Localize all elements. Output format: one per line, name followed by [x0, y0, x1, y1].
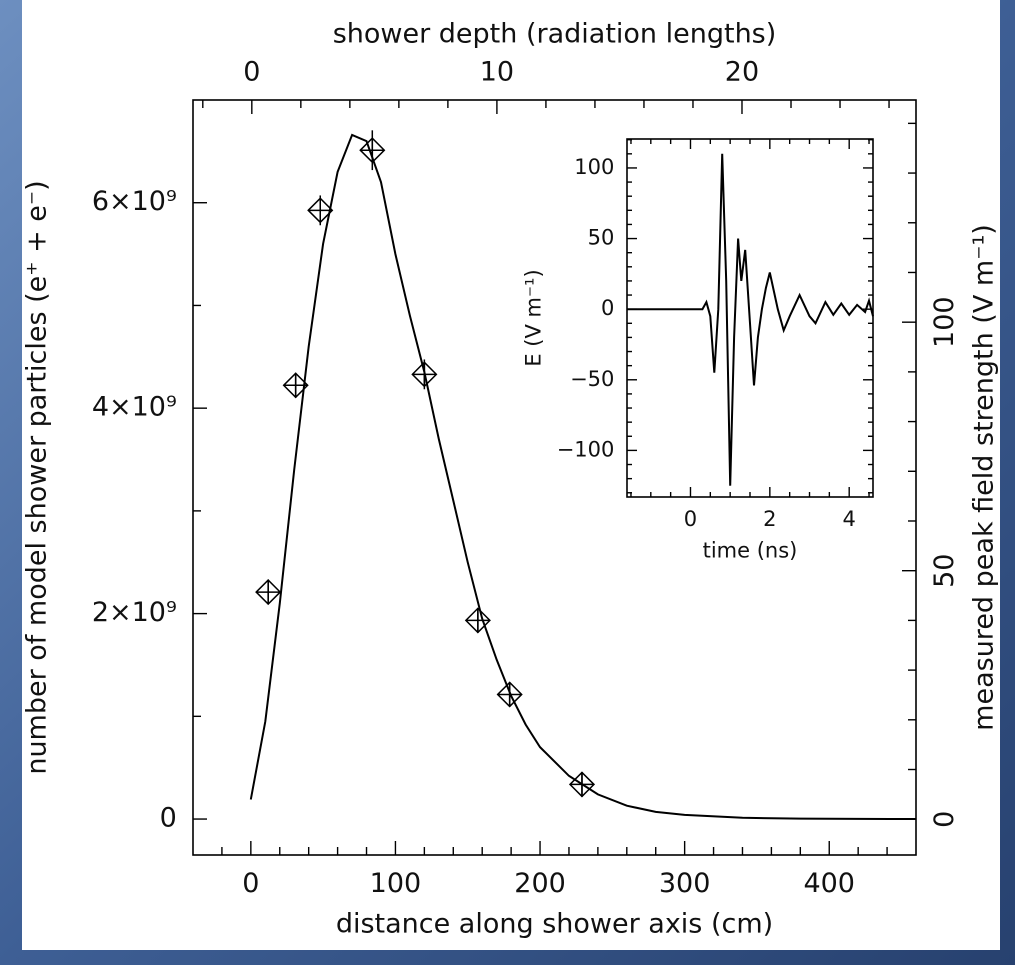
y-tick-label: 50 [588, 226, 615, 250]
marker [464, 607, 491, 634]
x-tick-label: 400 [803, 868, 855, 899]
x-tick-label: 300 [659, 868, 711, 899]
panel [22, 0, 1000, 950]
x2-tick-label: 10 [480, 57, 514, 88]
x2-tick-label: 20 [725, 57, 759, 88]
marker [359, 137, 386, 164]
marker [307, 197, 334, 224]
marker [411, 361, 438, 388]
x-tick-label: 0 [684, 507, 697, 531]
marker [255, 579, 282, 606]
y-tick-label: 6×10⁹ [92, 186, 177, 217]
curve [249, 133, 917, 820]
x-axis-label: time (ns) [703, 539, 798, 563]
marker [496, 681, 523, 708]
x2-tick-label: 0 [243, 57, 260, 88]
y2-tick-label: 100 [929, 296, 960, 348]
y2-tick-label: 0 [929, 811, 960, 828]
x-tick-label: 0 [242, 868, 259, 899]
y-tick-label: 0 [160, 803, 177, 834]
x-tick-label: 2 [763, 507, 776, 531]
y-tick-label: 4×10⁹ [92, 392, 177, 423]
y-axis-label: number of model shower particles (e⁺ + e… [22, 180, 53, 774]
y2-tick-label: 50 [929, 554, 960, 588]
x-tick-label: 100 [370, 868, 422, 899]
y-tick-label: 100 [574, 155, 614, 179]
marker [568, 771, 596, 798]
curve [627, 153, 874, 486]
x-tick-label: 200 [514, 868, 566, 899]
x-tick-label: 4 [843, 507, 856, 531]
marker [282, 372, 309, 399]
y2-axis-label: measured peak field strength (V m⁻¹) [969, 224, 1000, 731]
y-tick-label: −100 [557, 437, 615, 461]
y-tick-label: −50 [570, 367, 614, 391]
x-axis-label: distance along shower axis (cm) [336, 909, 773, 940]
y-axis-label: E (V m⁻¹) [522, 269, 546, 366]
plot-frame [192, 99, 917, 856]
x2-axis-label: shower depth (radiation lengths) [333, 19, 777, 50]
y-tick-label: 0 [601, 296, 614, 320]
y-tick-label: 2×10⁹ [92, 597, 177, 628]
